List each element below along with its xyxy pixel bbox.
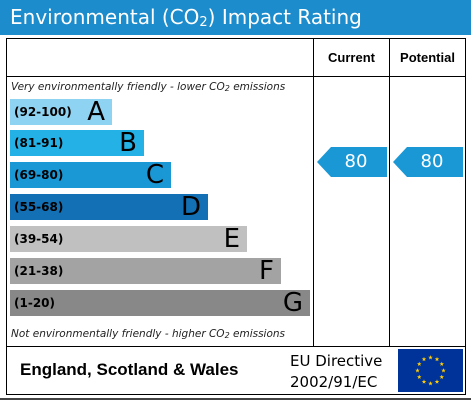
note-bottom: Not environmentally friendly - higher CO… [11, 328, 285, 340]
note-top-subscript: 2 [224, 84, 230, 93]
band-d: (55-68) D [10, 192, 208, 222]
divider-current [313, 38, 314, 347]
note-top-text-end: emissions [229, 81, 286, 93]
directive-line-1: EU Directive [290, 352, 383, 370]
title-subscript: 2 [199, 15, 208, 30]
eu-flag-star [421, 356, 427, 362]
eu-flag-star [421, 379, 427, 384]
band-b-range: (81-91) [14, 136, 64, 150]
eu-directive: EU Directive 2002/91/EC [290, 351, 382, 393]
band-d-letter: D [180, 192, 201, 222]
band-g-letter: G [282, 288, 303, 318]
rating-frame [6, 38, 466, 395]
title-text: Environmental (CO [10, 5, 200, 29]
potential-rating-value: 80 [420, 151, 444, 172]
footer-rule [6, 346, 466, 347]
eu-flag-star [434, 379, 440, 384]
potential-rating-arrow: 80 [393, 147, 463, 177]
eu-flag-star [428, 381, 433, 386]
page-title: Environmental (CO2) Impact Rating [0, 0, 471, 35]
divider-potential [389, 38, 390, 347]
band-c-letter: C [145, 160, 164, 190]
current-rating-arrow: 80 [317, 147, 387, 177]
column-potential-header: Potential [400, 50, 455, 65]
note-top: Very environmentally friendly - lower CO… [11, 81, 285, 93]
eu-flag-icon [398, 349, 463, 392]
band-e-range: (39-54) [14, 232, 64, 246]
band-e: (39-54) E [10, 224, 247, 254]
potential-arrow-shape [393, 147, 463, 177]
note-top-text: Very environmentally friendly - lower CO [11, 81, 225, 93]
title-text-end: ) Impact Rating [207, 5, 362, 29]
note-bottom-text: Not environmentally friendly - higher CO [11, 328, 225, 340]
band-f-letter: F [259, 256, 274, 286]
note-bottom-subscript: 2 [224, 331, 230, 340]
band-c-range: (69-80) [14, 168, 64, 182]
band-b-letter: B [119, 128, 137, 158]
band-c: (69-80) C [10, 160, 171, 190]
eu-flag-star [434, 356, 440, 362]
region-label: England, Scotland & Wales [20, 360, 239, 379]
column-current-header: Current [328, 50, 375, 65]
band-e-letter: E [223, 224, 240, 254]
eu-flag-star [416, 361, 422, 366]
eu-flag-star [415, 368, 420, 373]
current-rating-value: 80 [344, 151, 368, 172]
band-b: (81-91) B [10, 128, 144, 158]
current-arrow-shape [317, 147, 387, 177]
band-d-range: (55-68) [14, 200, 64, 214]
band-a-letter: A [87, 97, 105, 127]
eu-flag-star [439, 361, 445, 366]
band-f-range: (21-38) [14, 264, 64, 278]
page-bottom-rule [0, 398, 471, 400]
band-f: (21-38) F [10, 256, 281, 286]
band-a-range: (92-100) [14, 105, 72, 119]
band-g-range: (1-20) [14, 296, 55, 310]
note-bottom-text-end: emissions [229, 328, 286, 340]
eu-flag-star [428, 355, 433, 360]
directive-line-2: 2002/91/EC [290, 373, 378, 391]
header-rule [6, 76, 466, 77]
eu-flag-star [416, 374, 422, 379]
band-g: (1-20) G [10, 288, 310, 318]
eu-flag-star [441, 368, 446, 373]
band-a: (92-100) A [10, 97, 112, 127]
eu-flag-star [439, 374, 445, 379]
